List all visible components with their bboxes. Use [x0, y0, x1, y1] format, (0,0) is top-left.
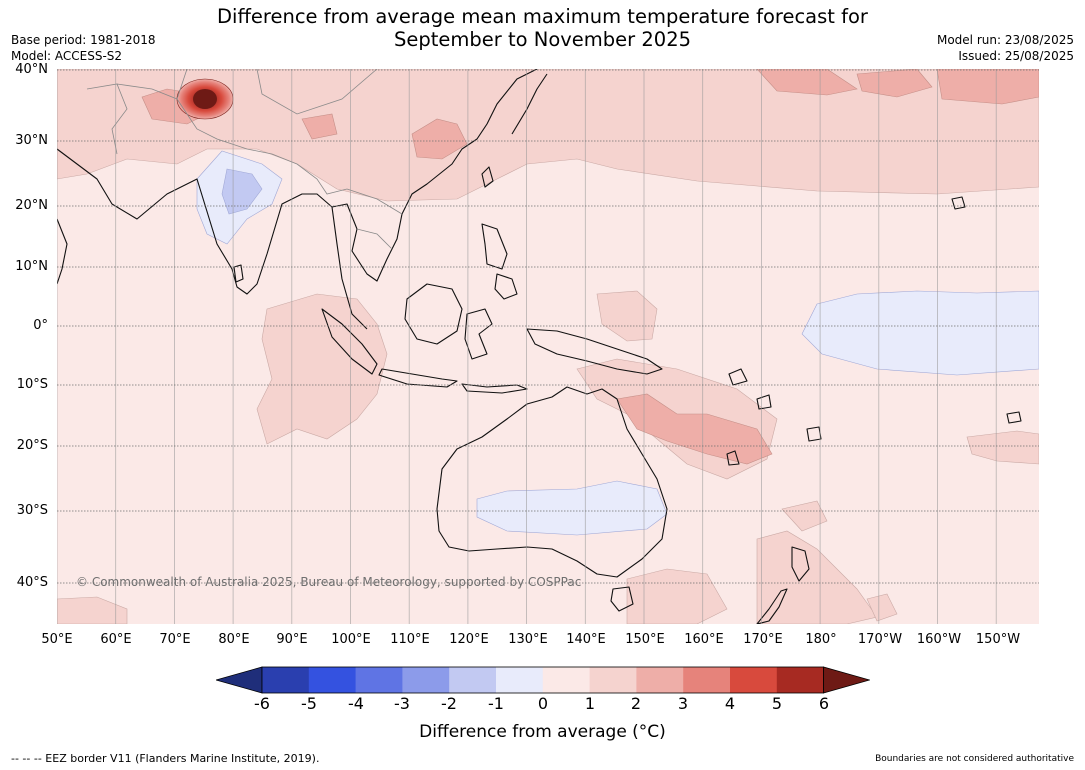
lat-label-30n: 30°N [15, 133, 48, 148]
colorbar-extend-high [823, 666, 870, 694]
lat-label-0: 0° [33, 318, 48, 333]
colorbar-tick: 2 [630, 694, 642, 713]
lon-label-170w: 170°W [857, 632, 903, 647]
colorbar-tick: 1 [584, 694, 596, 713]
lon-label-160e: 160°E [684, 632, 724, 647]
colorbar-cell [542, 667, 591, 693]
model-run: Model run: 23/08/2025 [936, 33, 1074, 47]
colorbar-cell [402, 667, 450, 693]
colorbar-cell [776, 667, 825, 693]
lon-label-100e: 100°E [331, 632, 371, 647]
lon-label-60e: 60°E [100, 632, 132, 647]
issued-date: Issued: 25/08/2025 [958, 49, 1074, 63]
colorbar [216, 666, 870, 694]
colorbar-tick: -5 [301, 694, 317, 713]
colorbar-tick: -3 [394, 694, 410, 713]
colorbar-border [261, 666, 824, 694]
title-line-2: September to November 2025 [393, 28, 692, 51]
lon-label-90e: 90°E [276, 632, 308, 647]
colorbar-cell [449, 667, 497, 693]
lon-label-160w: 160°W [916, 632, 962, 647]
colorbar-tick: 3 [677, 694, 689, 713]
model-name: Model: ACCESS-S2 [11, 49, 123, 63]
lon-label-110e: 110°E [390, 632, 430, 647]
colorbar-tick: 6 [818, 694, 830, 713]
anomaly-region-minus [196, 150, 1039, 536]
colorbar-cell [262, 667, 310, 693]
colorbar-cell [589, 667, 637, 693]
lon-label-150w: 150°W [975, 632, 1021, 647]
lon-label-140e: 140°E [566, 632, 606, 647]
colorbar-extend-low [216, 666, 263, 694]
lat-label-30s: 30°S [16, 503, 48, 518]
lat-label-20n: 20°N [15, 198, 48, 213]
base-period: Base period: 1981-2018 [11, 33, 156, 47]
meta-right: Model run: 23/08/2025 Issued: 25/08/2025 [937, 32, 1074, 64]
lat-label-10n: 10°N [15, 259, 48, 274]
disclaimer: Boundaries are not considered authoritat… [875, 754, 1074, 764]
lon-label-180: 180° [805, 632, 837, 647]
country-borders [86, 69, 403, 250]
copyright-notice: © Commonwealth of Australia 2025, Bureau… [76, 575, 582, 589]
meta-left: Base period: 1981-2018 Model: ACCESS-S2 [11, 32, 156, 64]
colorbar-cell [496, 667, 544, 693]
colorbar-label: Difference from average (°C) [419, 722, 666, 742]
colorbar-cell [730, 667, 778, 693]
lon-label-150e: 150°E [625, 632, 665, 647]
colorbar-cell [636, 667, 684, 693]
lat-label-40n: 40°N [15, 62, 48, 77]
anomaly-map [57, 69, 1039, 624]
anomaly-region-2-3 [141, 69, 1039, 465]
lon-label-130e: 130°E [508, 632, 548, 647]
colorbar-tick: 4 [724, 694, 736, 713]
lon-label-50e: 50°E [41, 632, 73, 647]
colorbar-tick: -6 [254, 694, 270, 713]
lon-label-120e: 120°E [449, 632, 489, 647]
title-line-1: Difference from average mean maximum tem… [217, 5, 868, 28]
lat-label-10s: 10°S [16, 377, 48, 392]
lon-label-70e: 70°E [159, 632, 191, 647]
anomaly-hotspot [176, 78, 234, 120]
chart-title: Difference from average mean maximum tem… [0, 5, 1085, 51]
colorbar-cell [683, 667, 731, 693]
colorbar-tick: -2 [441, 694, 457, 713]
lat-label-40s: 40°S [16, 575, 48, 590]
colorbar-tick: 0 [537, 694, 549, 713]
lon-label-170e: 170°E [743, 632, 783, 647]
colorbar-cell [355, 667, 403, 693]
colorbar-tick: 5 [771, 694, 783, 713]
land-outlines [57, 69, 1022, 624]
colorbar-tick: -4 [348, 694, 364, 713]
lon-label-80e: 80°E [218, 632, 250, 647]
eez-note: -- -- -- EEZ border V11 (Flanders Marine… [11, 752, 320, 765]
colorbar-tick: -1 [488, 694, 504, 713]
colorbar-cell [308, 667, 357, 693]
gridlines-lon [57, 69, 997, 624]
lat-label-20s: 20°S [16, 438, 48, 453]
